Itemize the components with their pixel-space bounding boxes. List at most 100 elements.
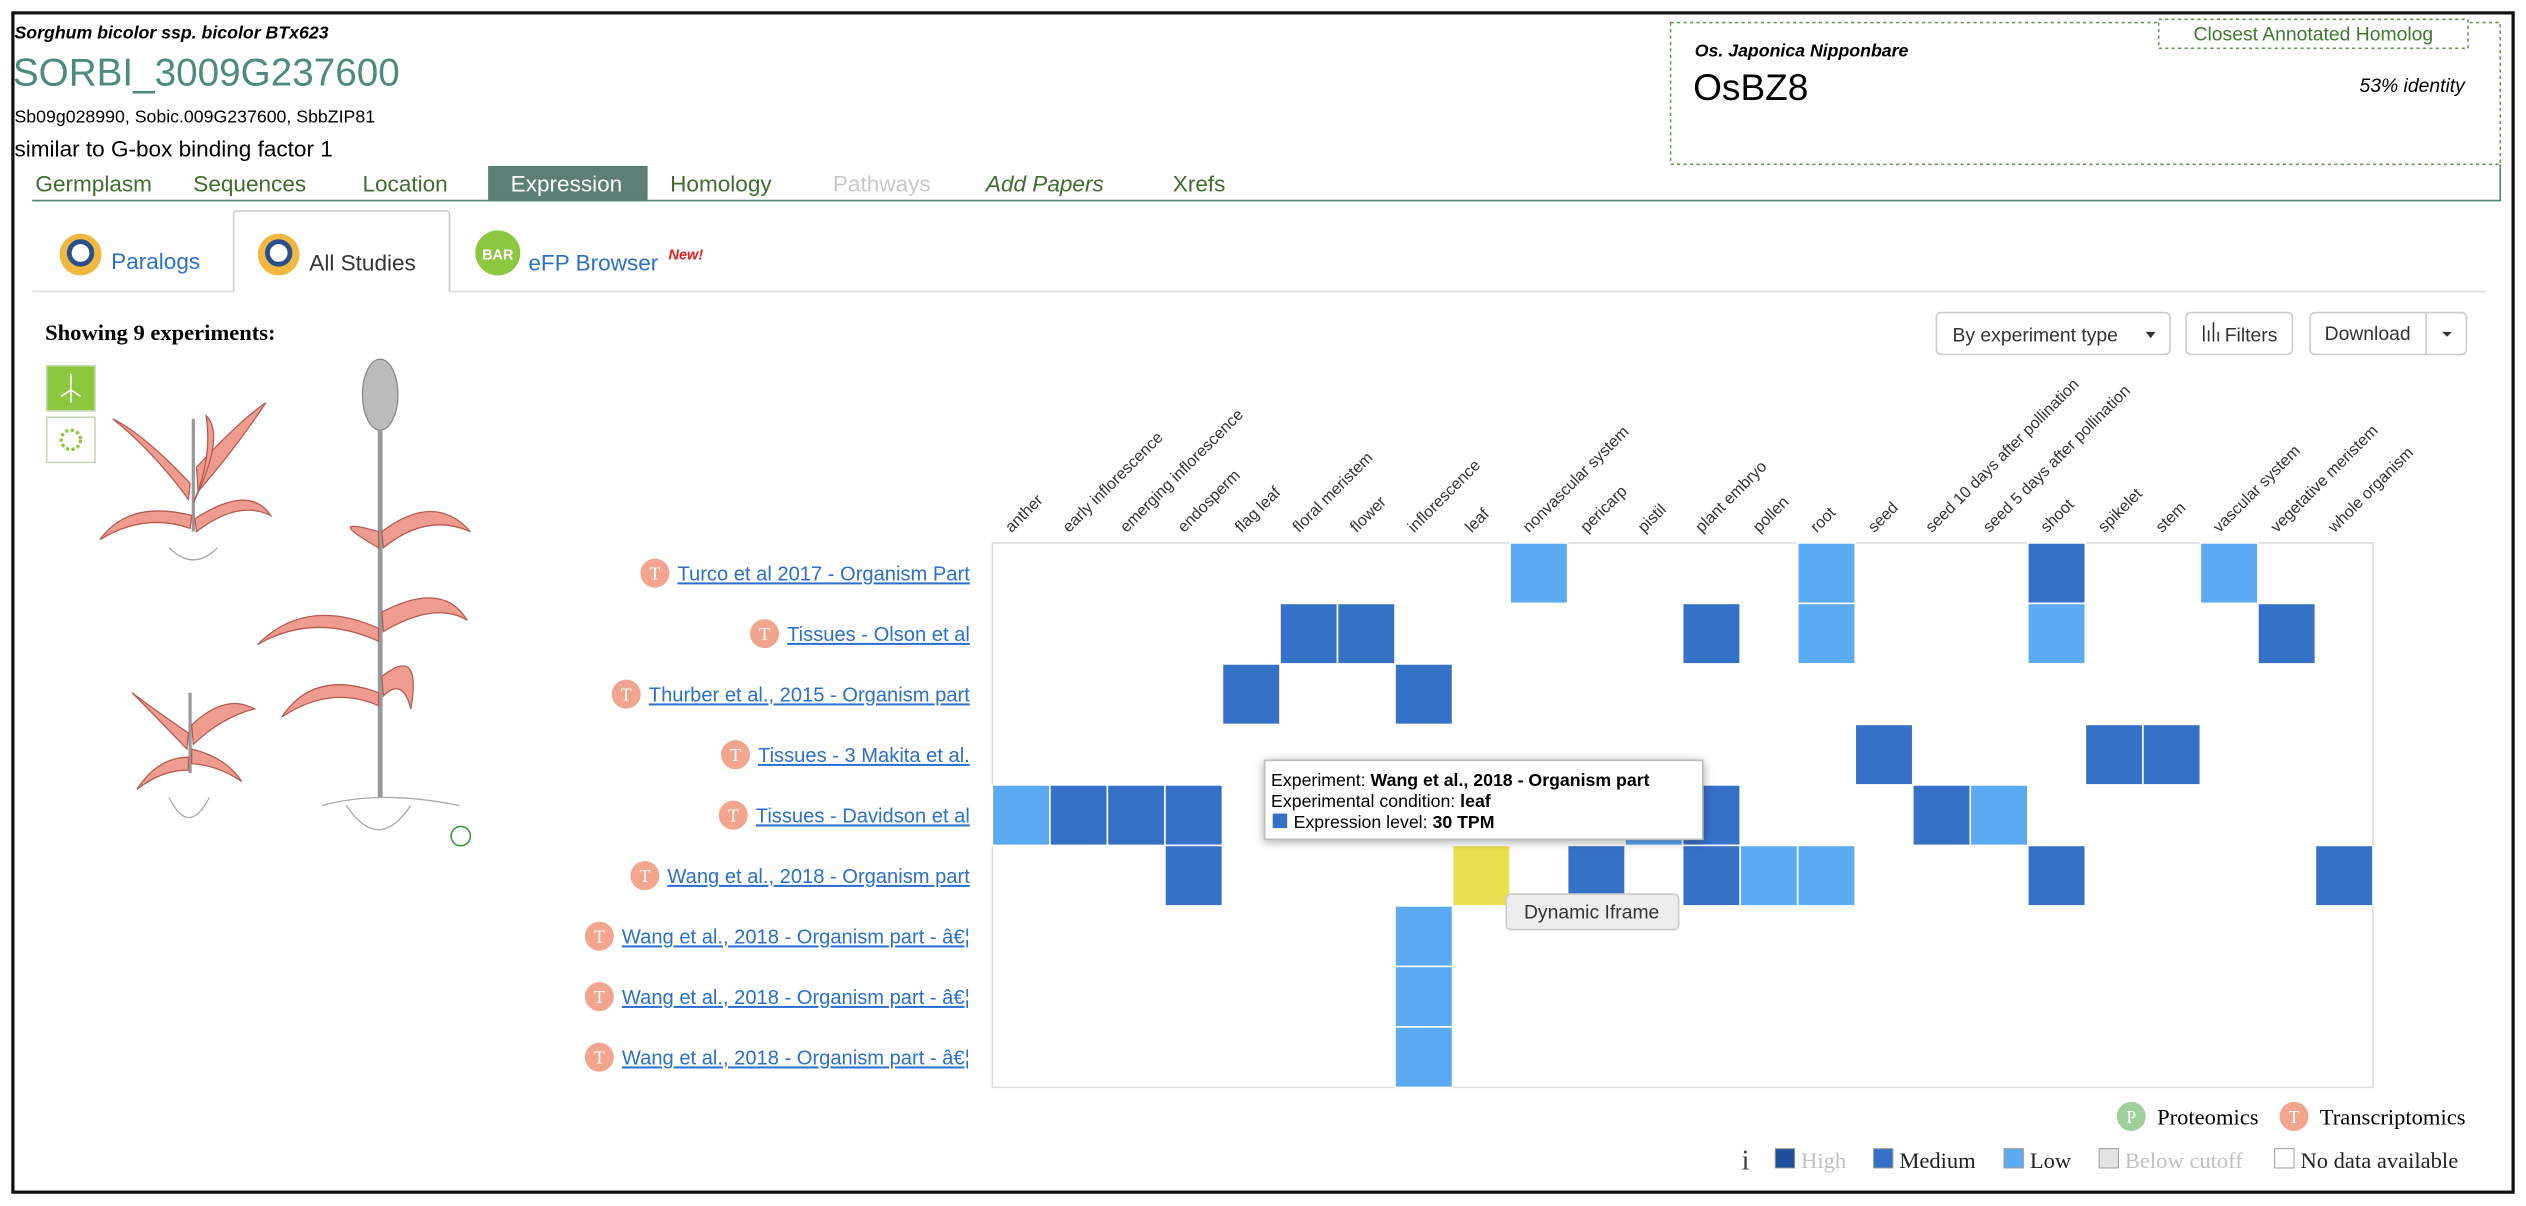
legend-level: Low <box>2030 1148 2072 1173</box>
legend-info: i <box>1741 1145 1749 1177</box>
frame <box>11 11 2515 1194</box>
experiment-link[interactable]: Wang et al., 2018 - Organism part - â€¦ <box>622 926 970 948</box>
heatmap-cell[interactable] <box>1394 905 1454 968</box>
heatmap-cell[interactable] <box>1221 663 1281 726</box>
nav-tab[interactable]: Homology <box>670 172 772 197</box>
sort-button-label: By experiment type <box>1952 326 2117 347</box>
nav-tab[interactable]: Xrefs <box>1173 172 1226 197</box>
experiment-link[interactable]: Thurber et al., 2015 - Organism part <box>649 684 970 706</box>
info-icon[interactable] <box>450 825 472 847</box>
experiment-link[interactable]: Turco et al 2017 - Organism Part <box>677 563 970 585</box>
badge-letter: T <box>650 564 661 584</box>
anatomy-view-button[interactable] <box>45 416 96 464</box>
heatmap-cell[interactable] <box>2314 844 2374 907</box>
badge-letter: T <box>594 987 605 1007</box>
heatmap-cell[interactable] <box>1796 602 1857 665</box>
heatmap-cell[interactable] <box>2027 542 2087 605</box>
heatmap-cell[interactable] <box>1394 965 1454 1028</box>
heatmap-cell[interactable] <box>2084 723 2144 786</box>
heatmap-cell[interactable] <box>2142 723 2202 786</box>
efp-tab[interactable]: eFP Browser <box>528 251 658 276</box>
tooltip-key: Expression level: <box>1294 812 1428 832</box>
homolog-name[interactable]: OsBZ8 <box>1693 66 1808 108</box>
column-label: root <box>1807 503 1840 536</box>
gene-id: SORBI_3009G237600 <box>13 51 400 94</box>
tooltip <box>1263 759 1704 841</box>
heatmap-cell[interactable] <box>1451 844 1511 907</box>
heatmap-cell[interactable] <box>1164 784 1224 847</box>
plant-illustration <box>99 358 471 831</box>
column-label: stem <box>2152 499 2189 536</box>
nav-tab[interactable]: Location <box>362 172 447 197</box>
heatmap-cell[interactable] <box>1681 602 1741 665</box>
nav-tab[interactable]: Add Papers <box>984 172 1104 197</box>
heatmap-cell[interactable] <box>1796 844 1857 907</box>
heatmap-cell[interactable] <box>2027 844 2087 907</box>
nav-tab[interactable]: Pathways <box>833 172 931 197</box>
experiment-link[interactable]: Wang et al., 2018 - Organism part <box>667 866 970 888</box>
heatmap-cell[interactable] <box>1394 1026 1454 1089</box>
tooltip-value: leaf <box>1460 791 1491 811</box>
heatmap-cell[interactable] <box>1969 784 2029 847</box>
legend-swatch <box>1873 1148 1894 1169</box>
heatmap-cell[interactable] <box>1164 844 1224 907</box>
tooltip-value: 30 TPM <box>1432 812 1494 832</box>
heatmap-cell[interactable] <box>1796 542 1857 605</box>
legend-level: Below cutoff <box>2125 1148 2243 1173</box>
heatmap-cell[interactable] <box>991 784 1051 847</box>
column-label: pistil <box>1634 501 1669 536</box>
anatomy-view-icon <box>59 428 83 452</box>
download-button[interactable] <box>2309 311 2468 356</box>
sort-button[interactable] <box>1935 311 2171 356</box>
experiment-link[interactable]: Wang et al., 2018 - Organism part - â€¦ <box>622 987 970 1009</box>
heatmap-cell[interactable] <box>1681 844 1741 907</box>
nav-tab[interactable]: Expression <box>511 172 623 197</box>
legend-type: Transcriptomics <box>2320 1104 2466 1129</box>
column-label: anther <box>1002 491 1047 536</box>
nav-tab[interactable]: Sequences <box>193 172 306 197</box>
badge <box>584 921 614 951</box>
heatmap-cell[interactable] <box>1279 602 1339 665</box>
efp-icon[interactable] <box>475 230 521 276</box>
paralogs-icon <box>66 239 95 267</box>
legend-badge <box>2116 1101 2146 1131</box>
caret[interactable] <box>2442 331 2452 337</box>
heatmap-cell[interactable] <box>1854 723 1914 786</box>
heatmap-cell[interactable] <box>2199 542 2259 605</box>
active-tab-bg <box>488 165 648 202</box>
heatmap-cell[interactable] <box>2027 602 2087 665</box>
badge <box>611 679 641 709</box>
legend-badge <box>2279 1101 2309 1131</box>
heatmap-cell[interactable] <box>1739 844 1799 907</box>
badge <box>720 740 750 770</box>
heatmap-cell[interactable] <box>2257 602 2317 665</box>
paralogs-tab[interactable]: Paralogs <box>111 249 200 274</box>
heatmap-cell[interactable] <box>1911 784 1972 847</box>
experiment-link[interactable]: Tissues - Davidson et al <box>756 805 970 827</box>
nav-tab[interactable]: Germplasm <box>35 172 152 197</box>
all-studies-tab[interactable]: All Studies <box>309 251 416 276</box>
tooltip-condition: Experimental condition: leaf <box>1271 791 1491 811</box>
experiment-link[interactable]: Tissues - 3 Makita et al. <box>758 745 970 767</box>
legend-badge-letter: T <box>2289 1107 2300 1127</box>
heatmap-cell[interactable] <box>1509 542 1569 605</box>
species: Sorghum bicolor ssp. bicolor BTx623 <box>14 23 328 43</box>
tooltip-experiment: Experiment: Wang et al., 2018 - Organism… <box>1271 770 1650 790</box>
heatmap-cell[interactable] <box>1336 602 1396 665</box>
heatmap-cell[interactable] <box>1049 784 1109 847</box>
homolog-box <box>1669 21 2502 166</box>
new-badge: New! <box>669 247 704 263</box>
experiment-link[interactable]: Tissues - Olson et al <box>787 624 970 646</box>
heatmap-cell[interactable] <box>1106 784 1166 847</box>
tooltip-key: Experiment: <box>1271 770 1366 790</box>
homolog-label: Closest Annotated Homolog <box>2194 24 2434 45</box>
badge-letter: T <box>728 806 739 826</box>
badge-letter: T <box>594 1048 605 1068</box>
tooltip-key: Experimental condition: <box>1271 791 1455 811</box>
experiment-link[interactable]: Wang et al., 2018 - Organism part - â€¦ <box>622 1047 970 1069</box>
plant-view-icon <box>60 373 81 403</box>
legend-swatch <box>1774 1148 1796 1169</box>
filters-button-label: Filters <box>2225 326 2278 347</box>
heatmap-cell[interactable] <box>1394 663 1454 726</box>
